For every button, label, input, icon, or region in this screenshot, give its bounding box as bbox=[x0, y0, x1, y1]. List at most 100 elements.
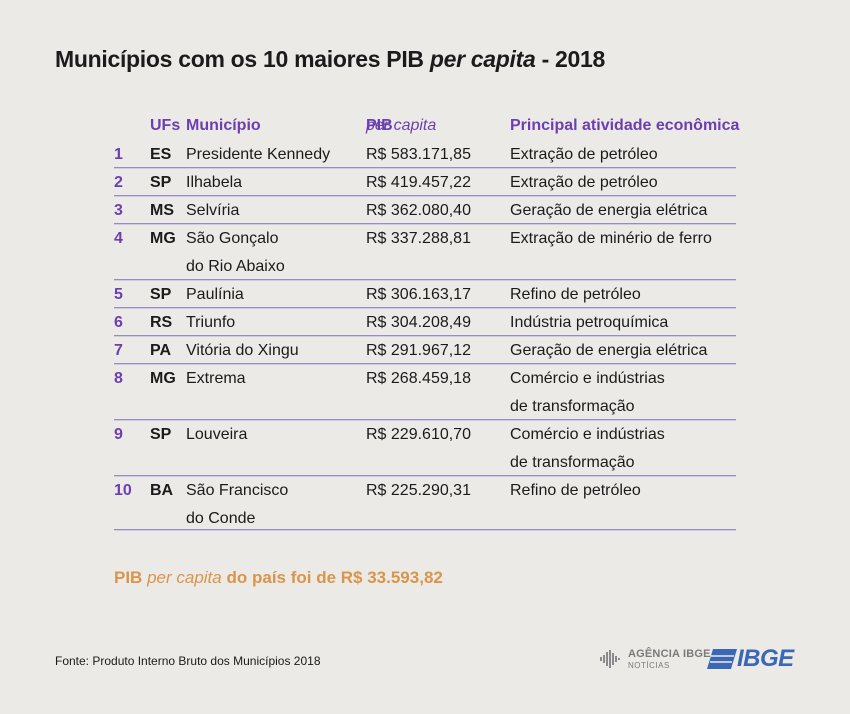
municipio-name: Extrema bbox=[186, 365, 246, 393]
municipio-line: São Gonçalo bbox=[186, 230, 279, 247]
atividade-line: Extração de petróleo bbox=[510, 146, 658, 163]
ibge-mark-icon bbox=[707, 649, 737, 669]
atividade-line: Extração de petróleo bbox=[510, 174, 658, 191]
uf-code: ES bbox=[150, 146, 172, 163]
rank-number: 4 bbox=[114, 230, 123, 247]
atividade-text: Geração de energia elétrica bbox=[510, 337, 707, 365]
atividade-line: Extração de minério de ferro bbox=[510, 230, 712, 247]
municipio-line: Vitória do Xingu bbox=[186, 342, 299, 359]
municipio-name: Ilhabela bbox=[186, 169, 242, 197]
atividade-line: Indústria petroquímica bbox=[510, 314, 669, 331]
row-divider bbox=[114, 529, 736, 530]
municipio-line: São Francisco bbox=[186, 482, 289, 499]
ibge-logo-text: IBGE bbox=[737, 645, 794, 672]
title-italic: per capita bbox=[429, 46, 536, 72]
uf-code: BA bbox=[150, 482, 174, 499]
atividade-text: Extração de petróleo bbox=[510, 141, 658, 169]
municipio-line: Ilhabela bbox=[186, 174, 243, 191]
header-pib: PIB per capita bbox=[366, 117, 436, 135]
municipio-line: Louveira bbox=[186, 426, 248, 443]
atividade-line: Geração de energia elétrica bbox=[510, 342, 708, 359]
rank-number: 5 bbox=[114, 286, 123, 303]
pib-value: R$ 291.967,12 bbox=[366, 342, 471, 359]
atividade-line: Comércio e indústrias bbox=[510, 426, 665, 443]
row-divider bbox=[114, 279, 736, 280]
pib-value: R$ 583.171,85 bbox=[366, 146, 471, 163]
uf-code: RS bbox=[150, 314, 173, 331]
atividade-text: Refino de petróleo bbox=[510, 477, 641, 505]
uf-code: PA bbox=[150, 342, 172, 359]
row-divider bbox=[114, 167, 736, 168]
pib-value: R$ 362.080,40 bbox=[366, 202, 471, 219]
header-atividade: Principal atividade econômica bbox=[510, 117, 740, 134]
atividade-line: Refino de petróleo bbox=[510, 482, 641, 499]
municipio-line: Paulínia bbox=[186, 286, 244, 303]
municipio-name: Presidente Kennedy bbox=[186, 141, 330, 169]
atividade-text: Comércio e indústrias de transformação bbox=[510, 365, 665, 421]
municipio-name: Selvíria bbox=[186, 197, 239, 225]
rank-number: 9 bbox=[114, 426, 123, 443]
atividade-text: Refino de petróleo bbox=[510, 281, 641, 309]
pib-value: R$ 268.459,18 bbox=[366, 370, 471, 387]
page-title: Municípios com os 10 maiores PIB per cap… bbox=[55, 46, 605, 73]
pib-value: R$ 229.610,70 bbox=[366, 426, 471, 443]
row-divider bbox=[114, 307, 736, 308]
ibge-logo: IBGE bbox=[707, 644, 803, 674]
row-divider bbox=[114, 195, 736, 196]
atividade-line: de transformação bbox=[510, 398, 635, 415]
atividade-line: Refino de petróleo bbox=[510, 286, 641, 303]
rank-number: 8 bbox=[114, 370, 123, 387]
agencia-logo-line1: AGÊNCIA IBGE bbox=[628, 648, 711, 660]
title-main: Municípios com os 10 maiores PIB bbox=[55, 46, 424, 72]
rank-number: 6 bbox=[114, 314, 123, 331]
municipio-name: Louveira bbox=[186, 421, 247, 449]
source-note: Fonte: Produto Interno Bruto dos Municíp… bbox=[55, 654, 321, 668]
row-divider bbox=[114, 363, 736, 364]
rank-number: 10 bbox=[114, 482, 132, 499]
municipio-name: Paulínia bbox=[186, 281, 244, 309]
agencia-bars-icon bbox=[600, 650, 620, 668]
municipio-line: Presidente Kennedy bbox=[186, 146, 331, 163]
pib-value: R$ 306.163,17 bbox=[366, 286, 471, 303]
agencia-logo-line2: NOTÍCIAS bbox=[628, 661, 670, 670]
rank-number: 2 bbox=[114, 174, 123, 191]
national-pib-label: PIB bbox=[114, 568, 143, 587]
atividade-text: Geração de energia elétrica bbox=[510, 197, 707, 225]
uf-code: MG bbox=[150, 370, 176, 387]
atividade-text: Extração de petróleo bbox=[510, 169, 658, 197]
row-divider bbox=[114, 475, 736, 476]
row-divider bbox=[114, 223, 736, 224]
uf-code: SP bbox=[150, 174, 172, 191]
header-uf: UFs bbox=[150, 117, 181, 134]
municipio-line: do Conde bbox=[186, 510, 256, 527]
pib-value: R$ 337.288,81 bbox=[366, 230, 471, 247]
rank-number: 1 bbox=[114, 146, 123, 163]
atividade-text: Extração de minério de ferro bbox=[510, 225, 712, 253]
uf-code: MG bbox=[150, 230, 176, 247]
pib-value: R$ 304.208,49 bbox=[366, 314, 471, 331]
uf-code: SP bbox=[150, 286, 172, 303]
municipio-name: Triunfo bbox=[186, 309, 235, 337]
header-pib-italic: per capita bbox=[366, 117, 437, 134]
national-pib-note: PIB per capita do país foi de R$ 33.593,… bbox=[114, 568, 443, 588]
municipio-line: Triunfo bbox=[186, 314, 236, 331]
atividade-line: Comércio e indústrias bbox=[510, 370, 665, 387]
municipio-name: São Gonçalo do Rio Abaixo bbox=[186, 225, 285, 281]
uf-code: SP bbox=[150, 426, 172, 443]
municipio-line: Extrema bbox=[186, 370, 246, 387]
rank-number: 7 bbox=[114, 342, 123, 359]
pib-value: R$ 225.290,31 bbox=[366, 482, 471, 499]
atividade-text: Comércio e indústrias de transformação bbox=[510, 421, 665, 477]
national-pib-italic: per capita bbox=[147, 568, 222, 587]
municipio-line: do Rio Abaixo bbox=[186, 258, 285, 275]
header-pib-label: PIB bbox=[366, 117, 393, 134]
rank-number: 3 bbox=[114, 202, 123, 219]
row-divider bbox=[114, 335, 736, 336]
municipio-name: São Francisco do Conde bbox=[186, 477, 288, 533]
header-municipio: Município bbox=[186, 117, 261, 134]
municipio-name: Vitória do Xingu bbox=[186, 337, 299, 365]
title-year: - 2018 bbox=[541, 46, 606, 72]
atividade-text: Indústria petroquímica bbox=[510, 309, 668, 337]
table-header: UFs Município PIB per capita Principal a… bbox=[0, 117, 850, 139]
pib-value: R$ 419.457,22 bbox=[366, 174, 471, 191]
